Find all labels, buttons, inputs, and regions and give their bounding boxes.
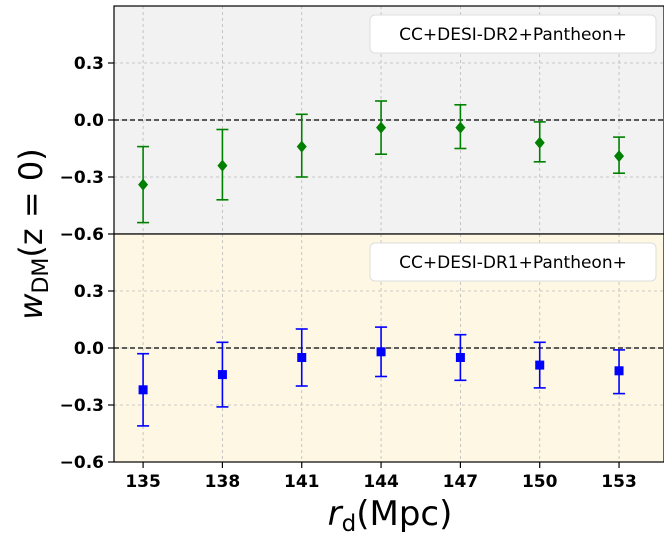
annotation-text: CC+DESI-DR1+Pantheon+ bbox=[399, 253, 627, 273]
axes-layer: 135 138 141 144 147 150 153 bbox=[125, 462, 637, 492]
panel-annotation: CC+DESI-DR1+Pantheon+ bbox=[369, 242, 657, 282]
annotation-box bbox=[369, 242, 657, 282]
x-tick-label: 141 bbox=[284, 472, 320, 492]
data-marker-diamond bbox=[534, 136, 545, 149]
data-marker-diamond bbox=[217, 159, 228, 172]
y-tick-label: 0.3 bbox=[74, 54, 104, 74]
data-marker-square bbox=[376, 347, 386, 357]
y-axis-label-sub: DM bbox=[29, 258, 54, 294]
x-axis-label-sub: d bbox=[342, 511, 357, 533]
y-tick-label: −0.3 bbox=[60, 168, 104, 188]
y-axis-label-main: w bbox=[12, 293, 50, 320]
data-point bbox=[137, 145, 150, 224]
data-point bbox=[375, 100, 388, 155]
data-point bbox=[533, 341, 546, 389]
panel-annotation: CC+DESI-DR2+Pantheon+ bbox=[369, 14, 657, 54]
annotation-box bbox=[369, 14, 657, 54]
y-tick-label: −0.6 bbox=[60, 225, 104, 245]
data-point bbox=[375, 326, 388, 378]
y-axis-label: wDM(z = 0) bbox=[12, 148, 54, 319]
data-marker-diamond bbox=[296, 140, 307, 153]
data-point bbox=[216, 128, 229, 201]
y-tick-label: 0.3 bbox=[74, 282, 104, 302]
x-tick-label: 153 bbox=[601, 472, 637, 492]
y-axis-label-arg: (z = 0) bbox=[12, 148, 50, 257]
data-point bbox=[613, 136, 626, 174]
panel-1: 0.3 0.0 −0.3 −0.6 CC+DESI-DR2+Pantheon+ bbox=[60, 5, 664, 245]
data-marker-square bbox=[217, 370, 227, 380]
x-axis-label-main: r bbox=[328, 494, 344, 533]
x-tick-label: 150 bbox=[522, 472, 558, 492]
data-marker-square bbox=[138, 385, 148, 395]
y-tick-label: 0.0 bbox=[74, 111, 104, 131]
data-marker-square bbox=[614, 366, 624, 376]
data-point bbox=[295, 328, 308, 387]
data-marker-square bbox=[535, 360, 545, 370]
x-axis-label-unit: (Mpc) bbox=[356, 494, 452, 533]
data-point bbox=[216, 341, 229, 408]
data-point bbox=[454, 104, 467, 150]
data-point bbox=[533, 121, 546, 163]
data-point bbox=[613, 349, 626, 395]
panels-layer: 0.30.0−0.3−0.6CC+DESI-DR2+Pantheon+0.30.… bbox=[60, 5, 664, 473]
x-tick-label: 138 bbox=[205, 472, 241, 492]
panel-frame bbox=[113, 233, 664, 463]
y-tick-label: 0.0 bbox=[74, 339, 104, 359]
x-tick-label: 135 bbox=[125, 472, 161, 492]
data-point bbox=[454, 333, 467, 382]
data-point bbox=[295, 113, 308, 178]
y-tick-label: −0.6 bbox=[60, 453, 104, 473]
x-tick-label: 147 bbox=[443, 472, 479, 492]
data-point bbox=[137, 352, 150, 427]
annotation-text: CC+DESI-DR2+Pantheon+ bbox=[399, 25, 627, 45]
y-tick-label: −0.3 bbox=[60, 396, 104, 416]
data-marker-diamond bbox=[614, 150, 625, 163]
data-marker-square bbox=[297, 353, 307, 362]
x-tick-label: 144 bbox=[363, 472, 399, 492]
data-marker-diamond bbox=[455, 121, 466, 134]
x-axis-label: rd(Mpc) bbox=[328, 494, 453, 533]
data-marker-square bbox=[455, 353, 465, 362]
data-marker-diamond bbox=[138, 178, 149, 191]
panel-2: 0.3 0.0 −0.3 −0.6 CC+DESI-DR1+Pantheon+ bbox=[60, 233, 664, 473]
data-marker-diamond bbox=[376, 121, 387, 134]
